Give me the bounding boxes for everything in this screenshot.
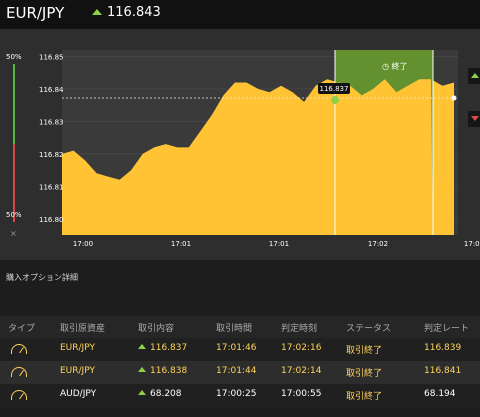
- up-arrow-icon: [138, 367, 146, 372]
- up-arrow-icon: [138, 344, 146, 349]
- trade-time: 17:01:46: [216, 343, 257, 353]
- gauge-up-percent: 50%: [6, 53, 22, 61]
- y-tick-label: 116.84: [39, 86, 64, 94]
- y-tick-label: 116.82: [39, 151, 64, 159]
- rate: 68.194: [424, 389, 456, 399]
- header-content: 取引内容: [138, 324, 175, 334]
- judge-time: 17:00:55: [281, 389, 322, 399]
- x-tick-label: 17:01: [269, 240, 289, 248]
- up-arrow-icon: [92, 9, 102, 15]
- trade-time: 17:00:25: [216, 389, 257, 399]
- trade-time: 17:01:44: [216, 366, 257, 376]
- y-axis: 116.85 116.84 116.83 116.82 116.81 116.80: [39, 53, 64, 223]
- header-type: タイプ: [8, 324, 36, 334]
- rate: 116.841: [424, 366, 462, 376]
- table-header: タイプ 取引原資産 取引内容 取引時間 判定時刻 ステータス 判定レート: [0, 316, 480, 338]
- judge-time: 17:02:16: [281, 343, 322, 353]
- table-row[interactable]: EUR/JPY 116.837 17:01:46 17:02:16 取引終了 1…: [0, 338, 480, 361]
- currency-pair-title[interactable]: EUR/JPY: [6, 4, 65, 22]
- judge-time: 17:02:14: [281, 366, 322, 376]
- gauge-icon: [11, 344, 27, 354]
- x-tick-label: 17:03: [464, 240, 480, 248]
- asset: EUR/JPY: [60, 366, 95, 376]
- rate: 116.839: [424, 343, 462, 353]
- y-tick-label: 116.81: [39, 183, 64, 191]
- top-bar: EUR/JPY 116.843: [0, 0, 480, 29]
- x-tick-label: 17:02: [368, 240, 388, 248]
- content: 116.838: [138, 366, 187, 376]
- entry-price-bg: [318, 83, 350, 94]
- asset: AUD/JPY: [60, 389, 97, 399]
- status: 取引終了: [346, 369, 383, 379]
- buy-low-button[interactable]: [468, 111, 480, 127]
- expiry-price-area: [335, 79, 433, 235]
- entry-marker: [331, 96, 339, 104]
- purchase-table: タイプ 取引原資産 取引内容 取引時間 判定時刻 ステータス 判定レート EUR…: [0, 316, 480, 417]
- current-price: 116.843: [107, 5, 161, 20]
- content: 68.208: [138, 389, 182, 399]
- buy-high-button[interactable]: [468, 68, 480, 84]
- status: 取引終了: [346, 392, 383, 402]
- header-judge-time: 判定時刻: [281, 324, 318, 334]
- gauge-icon: [11, 367, 27, 377]
- header-rate: 判定レート: [424, 324, 470, 334]
- x-tick-label: 17:00: [73, 240, 93, 248]
- sentiment-gauge: [13, 64, 15, 222]
- y-tick-label: 116.80: [39, 216, 64, 224]
- gauge-down-percent: 50%: [6, 211, 22, 219]
- header-trade-time: 取引時間: [216, 324, 253, 334]
- purchase-details-title: 購入オプション詳細: [6, 273, 78, 282]
- header-status: ステータス: [346, 324, 392, 334]
- current-price-dot: [451, 95, 457, 101]
- header-asset: 取引原資産: [60, 324, 106, 334]
- table-row[interactable]: AUD/JPY 68.208 17:00:25 17:00:55 取引終了 68…: [0, 384, 480, 407]
- close-icon[interactable]: ×: [10, 229, 17, 238]
- expiry-status: ◷ 終了: [382, 61, 408, 71]
- asset: EUR/JPY: [60, 343, 95, 353]
- x-axis: 17:00 17:01 17:01 17:02 17:03: [73, 240, 480, 248]
- entry-price-label: 116.837: [320, 85, 349, 93]
- up-arrow-icon: [138, 390, 146, 395]
- price-chart: 116.837 ◷ 終了 116.85116.84116.83116.82116…: [39, 50, 480, 248]
- table-row[interactable]: EUR/JPY 116.838 17:01:44 17:02:14 取引終了 1…: [0, 361, 480, 384]
- y-tick-label: 116.85: [39, 53, 64, 61]
- gauge-icon: [11, 390, 27, 400]
- content: 116.837: [138, 343, 187, 353]
- y-tick-label: 116.83: [39, 118, 64, 126]
- status: 取引終了: [346, 346, 383, 356]
- x-tick-label: 17:01: [171, 240, 191, 248]
